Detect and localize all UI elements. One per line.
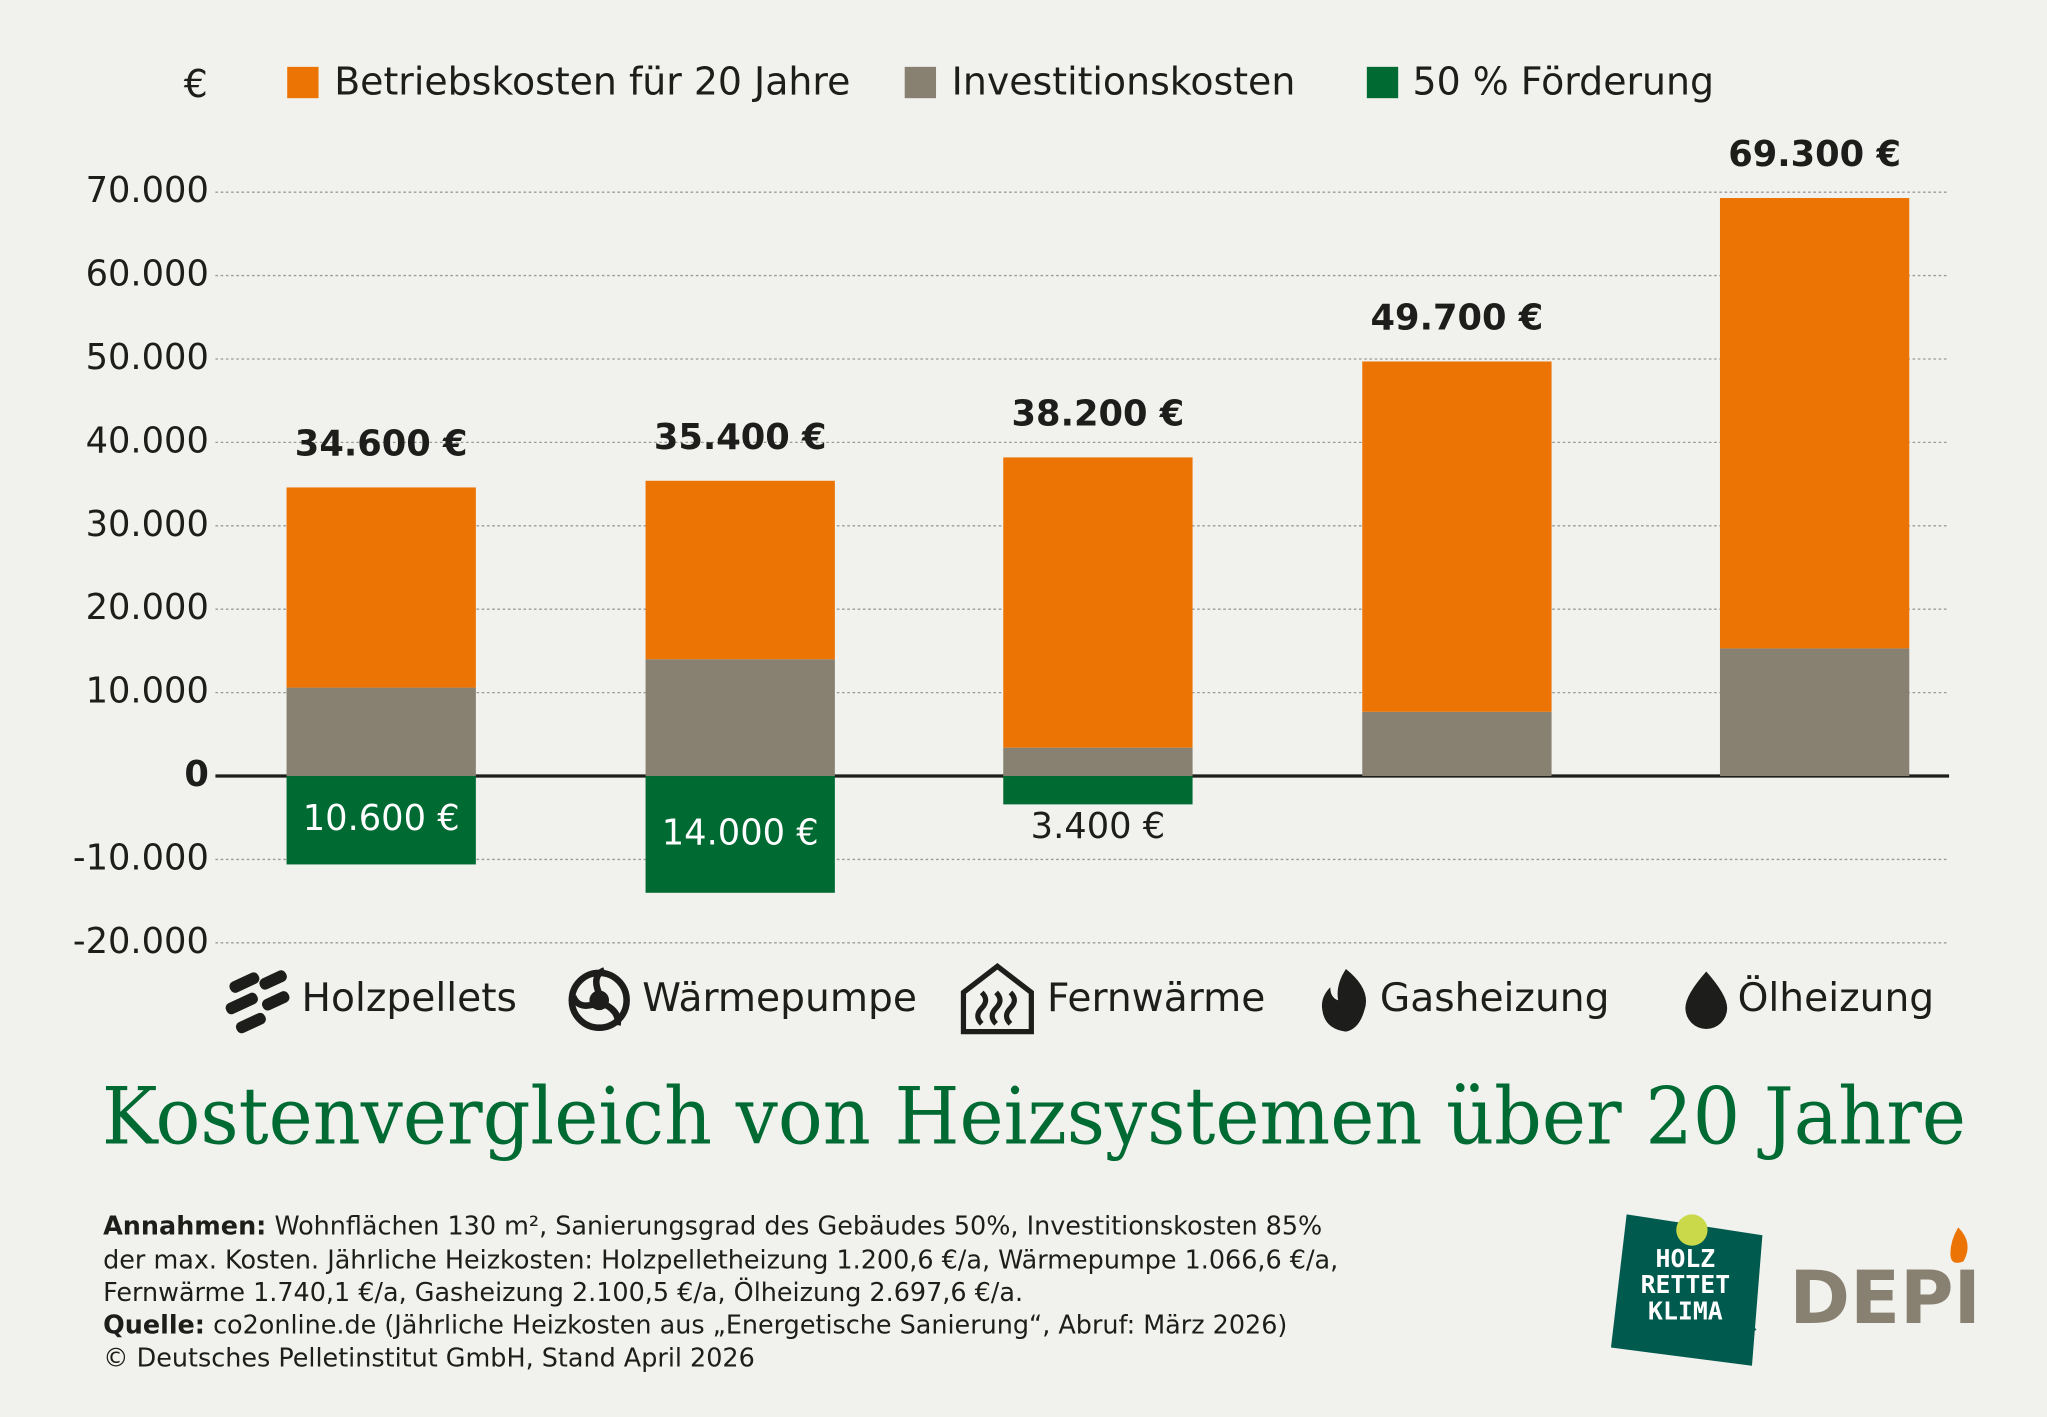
y-tick-label: 50.000 — [86, 337, 209, 378]
logo-depi: DEPI — [1789, 1227, 1981, 1341]
total-label: 35.400 € — [654, 417, 827, 458]
note-label: Quelle: — [103, 1311, 205, 1341]
logo-text: HOLZ — [1656, 1244, 1716, 1273]
bar-segment — [645, 776, 835, 893]
logo-holz-rettet-klima: HOLZ RETTET KLIMA Es wächst nach — [1610, 1214, 1763, 1366]
data-label: 3.400 € — [1031, 806, 1166, 847]
total-label: 69.300 € — [1728, 134, 1901, 175]
note-line: Fernwärme 1.740,1 €/a, Gasheizung 2.100,… — [103, 1278, 1023, 1308]
y-tick-label: 10.000 — [86, 671, 209, 712]
bar-segment — [286, 776, 476, 865]
total-label: 49.700 € — [1371, 298, 1544, 339]
y-tick-label: 0 — [184, 754, 209, 795]
icon-district-heating — [960, 963, 1034, 1035]
total-label: 34.600 € — [295, 424, 468, 465]
x-tick-label: Fernwärme — [1047, 976, 1265, 1021]
y-tick-label: 30.000 — [86, 504, 209, 545]
bar-segment — [1362, 361, 1552, 712]
icon-gas — [1321, 968, 1367, 1032]
note-text: co2online.de (Jährliche Heizkosten aus „… — [205, 1311, 1287, 1341]
logo-text: KLIMA — [1648, 1296, 1723, 1325]
note-label: Annahmen: — [103, 1211, 266, 1241]
note-line: Quelle: co2online.de (Jährliche Heizkost… — [103, 1311, 1287, 1341]
chart-title: Kostenvergleich von Heizsystemen über 20… — [102, 1071, 1966, 1162]
icon-oil — [1685, 971, 1728, 1029]
bar-segment — [1362, 711, 1552, 777]
legend-label: 50 % Förderung — [1413, 59, 1715, 103]
bar-segment — [1003, 747, 1193, 777]
y-tick-label: -20.000 — [73, 921, 209, 962]
legend-label: Betriebskosten für 20 Jahre — [334, 59, 850, 103]
note-line: der max. Kosten. Jährliche Heizkosten: H… — [103, 1245, 1338, 1275]
legend-swatch — [1366, 66, 1399, 99]
icon-heatpump — [568, 967, 630, 1031]
bar-segment — [645, 480, 835, 660]
legend-swatch — [904, 66, 937, 99]
y-tick-label: -10.000 — [73, 837, 209, 878]
icon-pellets — [225, 970, 290, 1034]
note-text: Wohnflächen 130 m², Sanierungsgrad des G… — [266, 1211, 1322, 1241]
x-tick-label: Gasheizung — [1380, 976, 1610, 1021]
bar-segment — [286, 687, 476, 777]
bar-segment — [645, 659, 835, 777]
y-tick-label: 70.000 — [86, 170, 209, 211]
data-label: 14.000 € — [662, 812, 819, 853]
bar-segment — [1719, 648, 1910, 777]
x-tick-label: Holzpellets — [302, 976, 517, 1021]
x-tick-label: Wärmepumpe — [642, 976, 917, 1021]
logo-text: RETTET — [1641, 1270, 1731, 1299]
logo-text: DEPI — [1789, 1256, 1980, 1341]
bars — [286, 198, 1910, 893]
logo-tagline: nach — [1703, 1338, 1744, 1362]
note-line: Annahmen: Wohnflächen 130 m², Sanierungs… — [103, 1211, 1322, 1241]
y-tick-label: 40.000 — [86, 420, 209, 461]
x-tick-label: Ölheizung — [1738, 975, 1935, 1021]
labels: 10.600 € 34.600 € Holzpellets 14.000 € 35.40… — [295, 134, 1934, 1021]
bar-segment — [286, 487, 476, 688]
bar-segment — [1719, 198, 1910, 649]
data-label: 10.600 € — [303, 798, 460, 839]
footnote: Annahmen: Wohnflächen 130 m², Sanierungs… — [103, 1211, 1338, 1373]
y-unit: € — [184, 62, 208, 106]
bar-segment — [1003, 457, 1193, 748]
y-tick-label: 20.000 — [86, 587, 209, 628]
note-line: © Deutsches Pelletinstitut GmbH, Stand A… — [103, 1343, 755, 1373]
legend-label: Investitionskosten — [952, 59, 1296, 103]
total-label: 38.200 € — [1012, 394, 1185, 435]
y-tick-label: 60.000 — [86, 254, 209, 295]
bar-segment — [1003, 776, 1193, 805]
legend-swatch — [287, 66, 319, 99]
